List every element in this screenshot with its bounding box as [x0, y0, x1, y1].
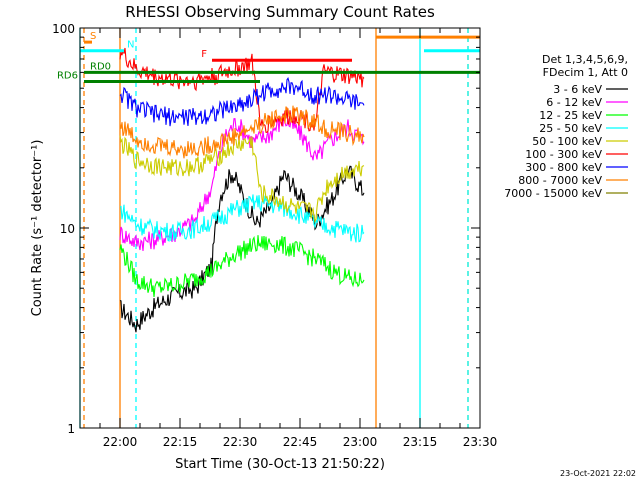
- legend-header-0: Det 1,3,4,5,6,9,: [542, 53, 628, 66]
- chart-marks: [79, 28, 469, 428]
- x-tick-label-2: 22:30: [223, 435, 258, 449]
- series-line-3: [119, 194, 365, 243]
- footer-date: 23-Oct-2021 22:02: [560, 469, 636, 478]
- x-axis-label: Start Time (30-Oct-13 21:50:22): [175, 457, 385, 472]
- flag-segments: S N RD0 RD6 F: [57, 31, 480, 84]
- legend-entry-5: 100 - 300 keV: [525, 148, 602, 161]
- legend-entry-0: 3 - 6 keV: [553, 83, 602, 96]
- flag-label-0: S: [90, 31, 96, 42]
- flag-label-4: F: [201, 49, 207, 60]
- legend-entry-1: 6 - 12 keV: [546, 96, 602, 109]
- legend-header-1: FDecim 1, Att 0: [543, 66, 628, 79]
- x-tick-label-4: 23:00: [343, 435, 378, 449]
- y-tick-label-1: 10: [60, 222, 75, 236]
- x-tick-label-0: 22:00: [103, 435, 138, 449]
- x-axis: 22:00 22:15 22:30 22:45 23:00 23:15 23:30: [79, 28, 498, 449]
- x-tick-label-6: 23:30: [463, 435, 498, 449]
- x-tick-label-5: 23:15: [403, 435, 438, 449]
- x-tick-label-3: 22:45: [283, 435, 318, 449]
- legend-entry-2: 12 - 25 keV: [539, 109, 602, 122]
- legend-entry-8: 7000 - 15000 keV: [504, 187, 602, 200]
- legend-entry-6: 300 - 800 keV: [525, 161, 602, 174]
- flag-label-3: RD6: [57, 71, 78, 82]
- y-axis: 1 10 100: [52, 22, 480, 436]
- series-line-0: [119, 165, 365, 333]
- series-line-2: [119, 235, 365, 298]
- y-tick-label-2: 100: [52, 22, 75, 36]
- series-line-6: [119, 77, 365, 127]
- legend-entry-7: 800 - 7000 keV: [518, 174, 602, 187]
- y-axis-label: Count Rate (s⁻¹ detector⁻¹): [30, 140, 45, 317]
- legend-entry-3: 25 - 50 keV: [539, 122, 602, 135]
- flag-label-2: RD0: [90, 61, 111, 72]
- legend-entry-4: 50 - 100 keV: [532, 135, 602, 148]
- series-line-5: [119, 47, 365, 133]
- series-line-4: [119, 135, 365, 224]
- legend: Det 1,3,4,5,6,9,FDecim 1, Att 0 3 - 6 keV…: [504, 53, 628, 200]
- chart-title: RHESSI Observing Summary Count Rates: [125, 3, 435, 21]
- x-tick-label-1: 22:15: [163, 435, 198, 449]
- flag-label-1: N: [127, 40, 134, 51]
- y-tick-label-0: 1: [67, 422, 75, 436]
- series-line-7: [119, 105, 365, 159]
